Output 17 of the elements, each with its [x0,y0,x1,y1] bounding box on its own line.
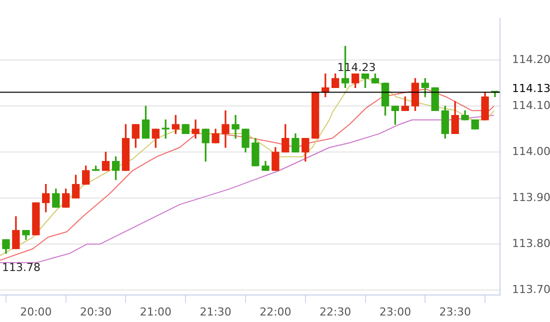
x-tick-label: 20:00 [20,305,52,318]
y-tick-label: 113.70 [512,283,550,296]
annotation: 113.78 [2,261,40,274]
x-tick-label: 21:30 [200,305,232,318]
x-tick-label: 22:30 [319,305,352,318]
x-tick-label: 23:30 [439,305,471,318]
y-tick-label: 114.00 [512,144,550,158]
y-tick-label: 114.20 [512,52,550,66]
x-tick-label: 22:00 [260,305,292,318]
y-tick-label: 114.10 [512,98,550,112]
x-tick-label: 23:00 [379,305,412,318]
x-tick-label: 21:00 [140,305,172,318]
x-tick-label: 20:30 [80,305,112,318]
candlestick [232,114,240,139]
y-tick-label: 113.90 [512,190,550,204]
ref-line-label: 114.13 [512,82,550,96]
y-tick-label: 113.80 [512,237,550,250]
